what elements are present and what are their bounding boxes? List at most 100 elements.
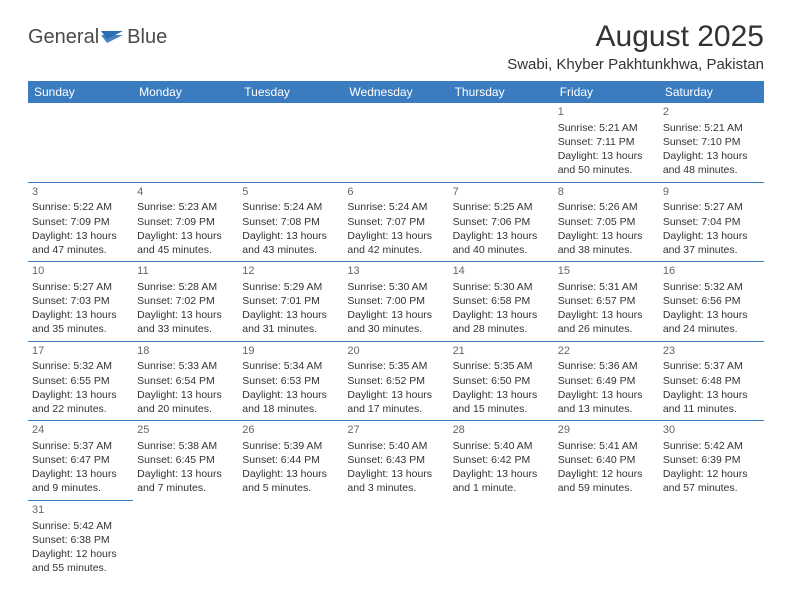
logo-text-blue: Blue [127, 26, 167, 49]
sunrise-text: Sunrise: 5:42 AM [663, 439, 760, 453]
sunset-text: Sunset: 6:55 PM [32, 374, 129, 388]
sunset-text: Sunset: 6:58 PM [453, 294, 550, 308]
sunrise-text: Sunrise: 5:22 AM [32, 200, 129, 214]
logo: General Blue [28, 26, 167, 49]
calendar-cell: 9Sunrise: 5:27 AMSunset: 7:04 PMDaylight… [659, 182, 764, 262]
daylight-text: Daylight: 13 hours [32, 467, 129, 481]
daylight-text: Daylight: 13 hours [242, 467, 339, 481]
calendar-cell [238, 103, 343, 182]
calendar-cell: 31Sunrise: 5:42 AMSunset: 6:38 PMDayligh… [28, 500, 133, 579]
sunset-text: Sunset: 7:03 PM [32, 294, 129, 308]
daylight-text: Daylight: 13 hours [558, 388, 655, 402]
daylight-text: and 1 minute. [453, 481, 550, 495]
sunset-text: Sunset: 6:47 PM [32, 453, 129, 467]
calendar-cell: 8Sunrise: 5:26 AMSunset: 7:05 PMDaylight… [554, 182, 659, 262]
daylight-text: and 48 minutes. [663, 163, 760, 177]
calendar-cell: 7Sunrise: 5:25 AMSunset: 7:06 PMDaylight… [449, 182, 554, 262]
sunrise-text: Sunrise: 5:37 AM [663, 359, 760, 373]
day-header: Monday [133, 81, 238, 103]
month-title: August 2025 [507, 20, 764, 54]
daylight-text: and 18 minutes. [242, 402, 339, 416]
daylight-text: Daylight: 13 hours [347, 467, 444, 481]
calendar-cell: 26Sunrise: 5:39 AMSunset: 6:44 PMDayligh… [238, 421, 343, 501]
sunset-text: Sunset: 6:50 PM [453, 374, 550, 388]
sunrise-text: Sunrise: 5:25 AM [453, 200, 550, 214]
daylight-text: Daylight: 12 hours [32, 547, 129, 561]
logo-text-general: General [28, 26, 99, 49]
daylight-text: Daylight: 13 hours [137, 229, 234, 243]
day-number: 31 [32, 503, 129, 518]
calendar-cell: 13Sunrise: 5:30 AMSunset: 7:00 PMDayligh… [343, 262, 448, 342]
sunset-text: Sunset: 6:53 PM [242, 374, 339, 388]
day-number: 27 [347, 423, 444, 438]
sunset-text: Sunset: 6:39 PM [663, 453, 760, 467]
calendar-cell [133, 500, 238, 579]
sunrise-text: Sunrise: 5:32 AM [663, 280, 760, 294]
calendar-cell [343, 500, 448, 579]
calendar-cell: 29Sunrise: 5:41 AMSunset: 6:40 PMDayligh… [554, 421, 659, 501]
daylight-text: and 28 minutes. [453, 322, 550, 336]
daylight-text: and 31 minutes. [242, 322, 339, 336]
sunset-text: Sunset: 7:11 PM [558, 135, 655, 149]
day-number: 11 [137, 264, 234, 279]
calendar-cell: 24Sunrise: 5:37 AMSunset: 6:47 PMDayligh… [28, 421, 133, 501]
sunrise-text: Sunrise: 5:24 AM [242, 200, 339, 214]
sunrise-text: Sunrise: 5:21 AM [663, 121, 760, 135]
calendar-cell: 30Sunrise: 5:42 AMSunset: 6:39 PMDayligh… [659, 421, 764, 501]
sunset-text: Sunset: 6:42 PM [453, 453, 550, 467]
daylight-text: Daylight: 13 hours [32, 388, 129, 402]
calendar-cell: 18Sunrise: 5:33 AMSunset: 6:54 PMDayligh… [133, 341, 238, 421]
day-number: 18 [137, 344, 234, 359]
calendar-cell [28, 103, 133, 182]
sunrise-text: Sunrise: 5:39 AM [242, 439, 339, 453]
daylight-text: Daylight: 13 hours [663, 308, 760, 322]
daylight-text: and 24 minutes. [663, 322, 760, 336]
calendar-cell: 1Sunrise: 5:21 AMSunset: 7:11 PMDaylight… [554, 103, 659, 182]
day-number: 24 [32, 423, 129, 438]
location: Swabi, Khyber Pakhtunkhwa, Pakistan [507, 56, 764, 73]
day-number: 1 [558, 105, 655, 120]
calendar-cell: 16Sunrise: 5:32 AMSunset: 6:56 PMDayligh… [659, 262, 764, 342]
day-number: 14 [453, 264, 550, 279]
day-number: 10 [32, 264, 129, 279]
sunset-text: Sunset: 6:54 PM [137, 374, 234, 388]
day-header: Friday [554, 81, 659, 103]
calendar-cell [659, 500, 764, 579]
sunset-text: Sunset: 6:56 PM [663, 294, 760, 308]
daylight-text: and 11 minutes. [663, 402, 760, 416]
calendar-cell: 14Sunrise: 5:30 AMSunset: 6:58 PMDayligh… [449, 262, 554, 342]
daylight-text: Daylight: 13 hours [558, 229, 655, 243]
day-number: 26 [242, 423, 339, 438]
day-number: 9 [663, 185, 760, 200]
day-number: 29 [558, 423, 655, 438]
sunset-text: Sunset: 6:48 PM [663, 374, 760, 388]
sunset-text: Sunset: 6:38 PM [32, 533, 129, 547]
calendar-cell [133, 103, 238, 182]
day-number: 6 [347, 185, 444, 200]
day-number: 3 [32, 185, 129, 200]
calendar-cell: 23Sunrise: 5:37 AMSunset: 6:48 PMDayligh… [659, 341, 764, 421]
daylight-text: Daylight: 13 hours [663, 229, 760, 243]
day-number: 2 [663, 105, 760, 120]
day-number: 13 [347, 264, 444, 279]
day-number: 22 [558, 344, 655, 359]
sunset-text: Sunset: 6:52 PM [347, 374, 444, 388]
sunset-text: Sunset: 6:40 PM [558, 453, 655, 467]
daylight-text: Daylight: 13 hours [242, 308, 339, 322]
daylight-text: Daylight: 12 hours [558, 467, 655, 481]
sunset-text: Sunset: 6:49 PM [558, 374, 655, 388]
daylight-text: and 7 minutes. [137, 481, 234, 495]
daylight-text: Daylight: 13 hours [137, 308, 234, 322]
day-number: 15 [558, 264, 655, 279]
daylight-text: and 30 minutes. [347, 322, 444, 336]
sunset-text: Sunset: 7:07 PM [347, 215, 444, 229]
sunrise-text: Sunrise: 5:28 AM [137, 280, 234, 294]
daylight-text: and 5 minutes. [242, 481, 339, 495]
calendar-cell: 2Sunrise: 5:21 AMSunset: 7:10 PMDaylight… [659, 103, 764, 182]
calendar-week-row: 17Sunrise: 5:32 AMSunset: 6:55 PMDayligh… [28, 341, 764, 421]
day-number: 21 [453, 344, 550, 359]
calendar-cell: 22Sunrise: 5:36 AMSunset: 6:49 PMDayligh… [554, 341, 659, 421]
daylight-text: Daylight: 13 hours [347, 388, 444, 402]
daylight-text: Daylight: 13 hours [453, 229, 550, 243]
calendar-cell [554, 500, 659, 579]
